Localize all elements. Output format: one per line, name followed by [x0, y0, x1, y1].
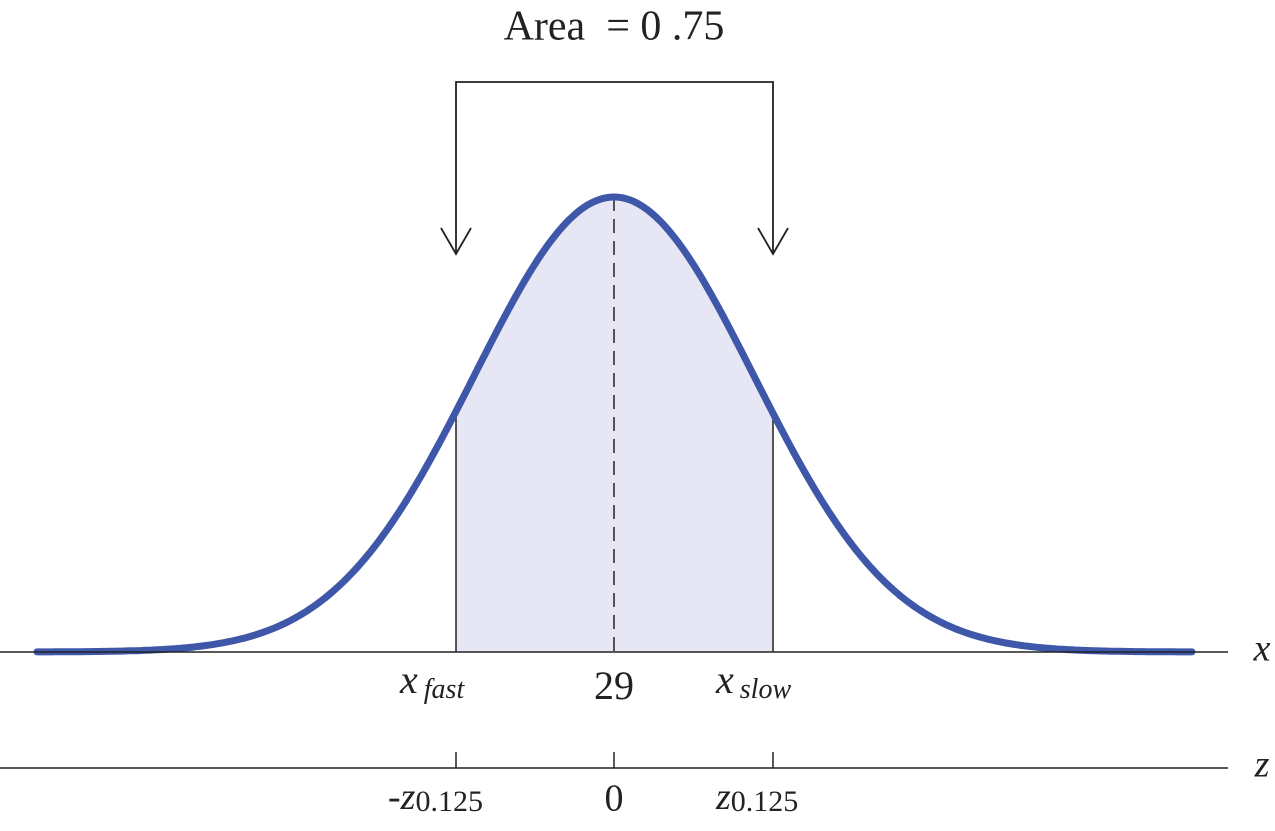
z-label: 0 — [605, 778, 624, 820]
x-label: x slow — [715, 657, 791, 705]
z-label: -z0.125 — [388, 776, 483, 818]
x-axis-name: x — [1253, 628, 1271, 670]
area-annotation: Area = 0 .75 — [504, 4, 725, 50]
x-label: 29 — [594, 663, 634, 708]
z-axis-name: z — [1254, 744, 1270, 786]
z-label: z0.125 — [715, 776, 798, 818]
bracket — [455, 81, 774, 252]
x-label: x fast — [399, 657, 465, 705]
arrowheads — [440, 227, 789, 256]
normal-curve — [33, 193, 1196, 656]
